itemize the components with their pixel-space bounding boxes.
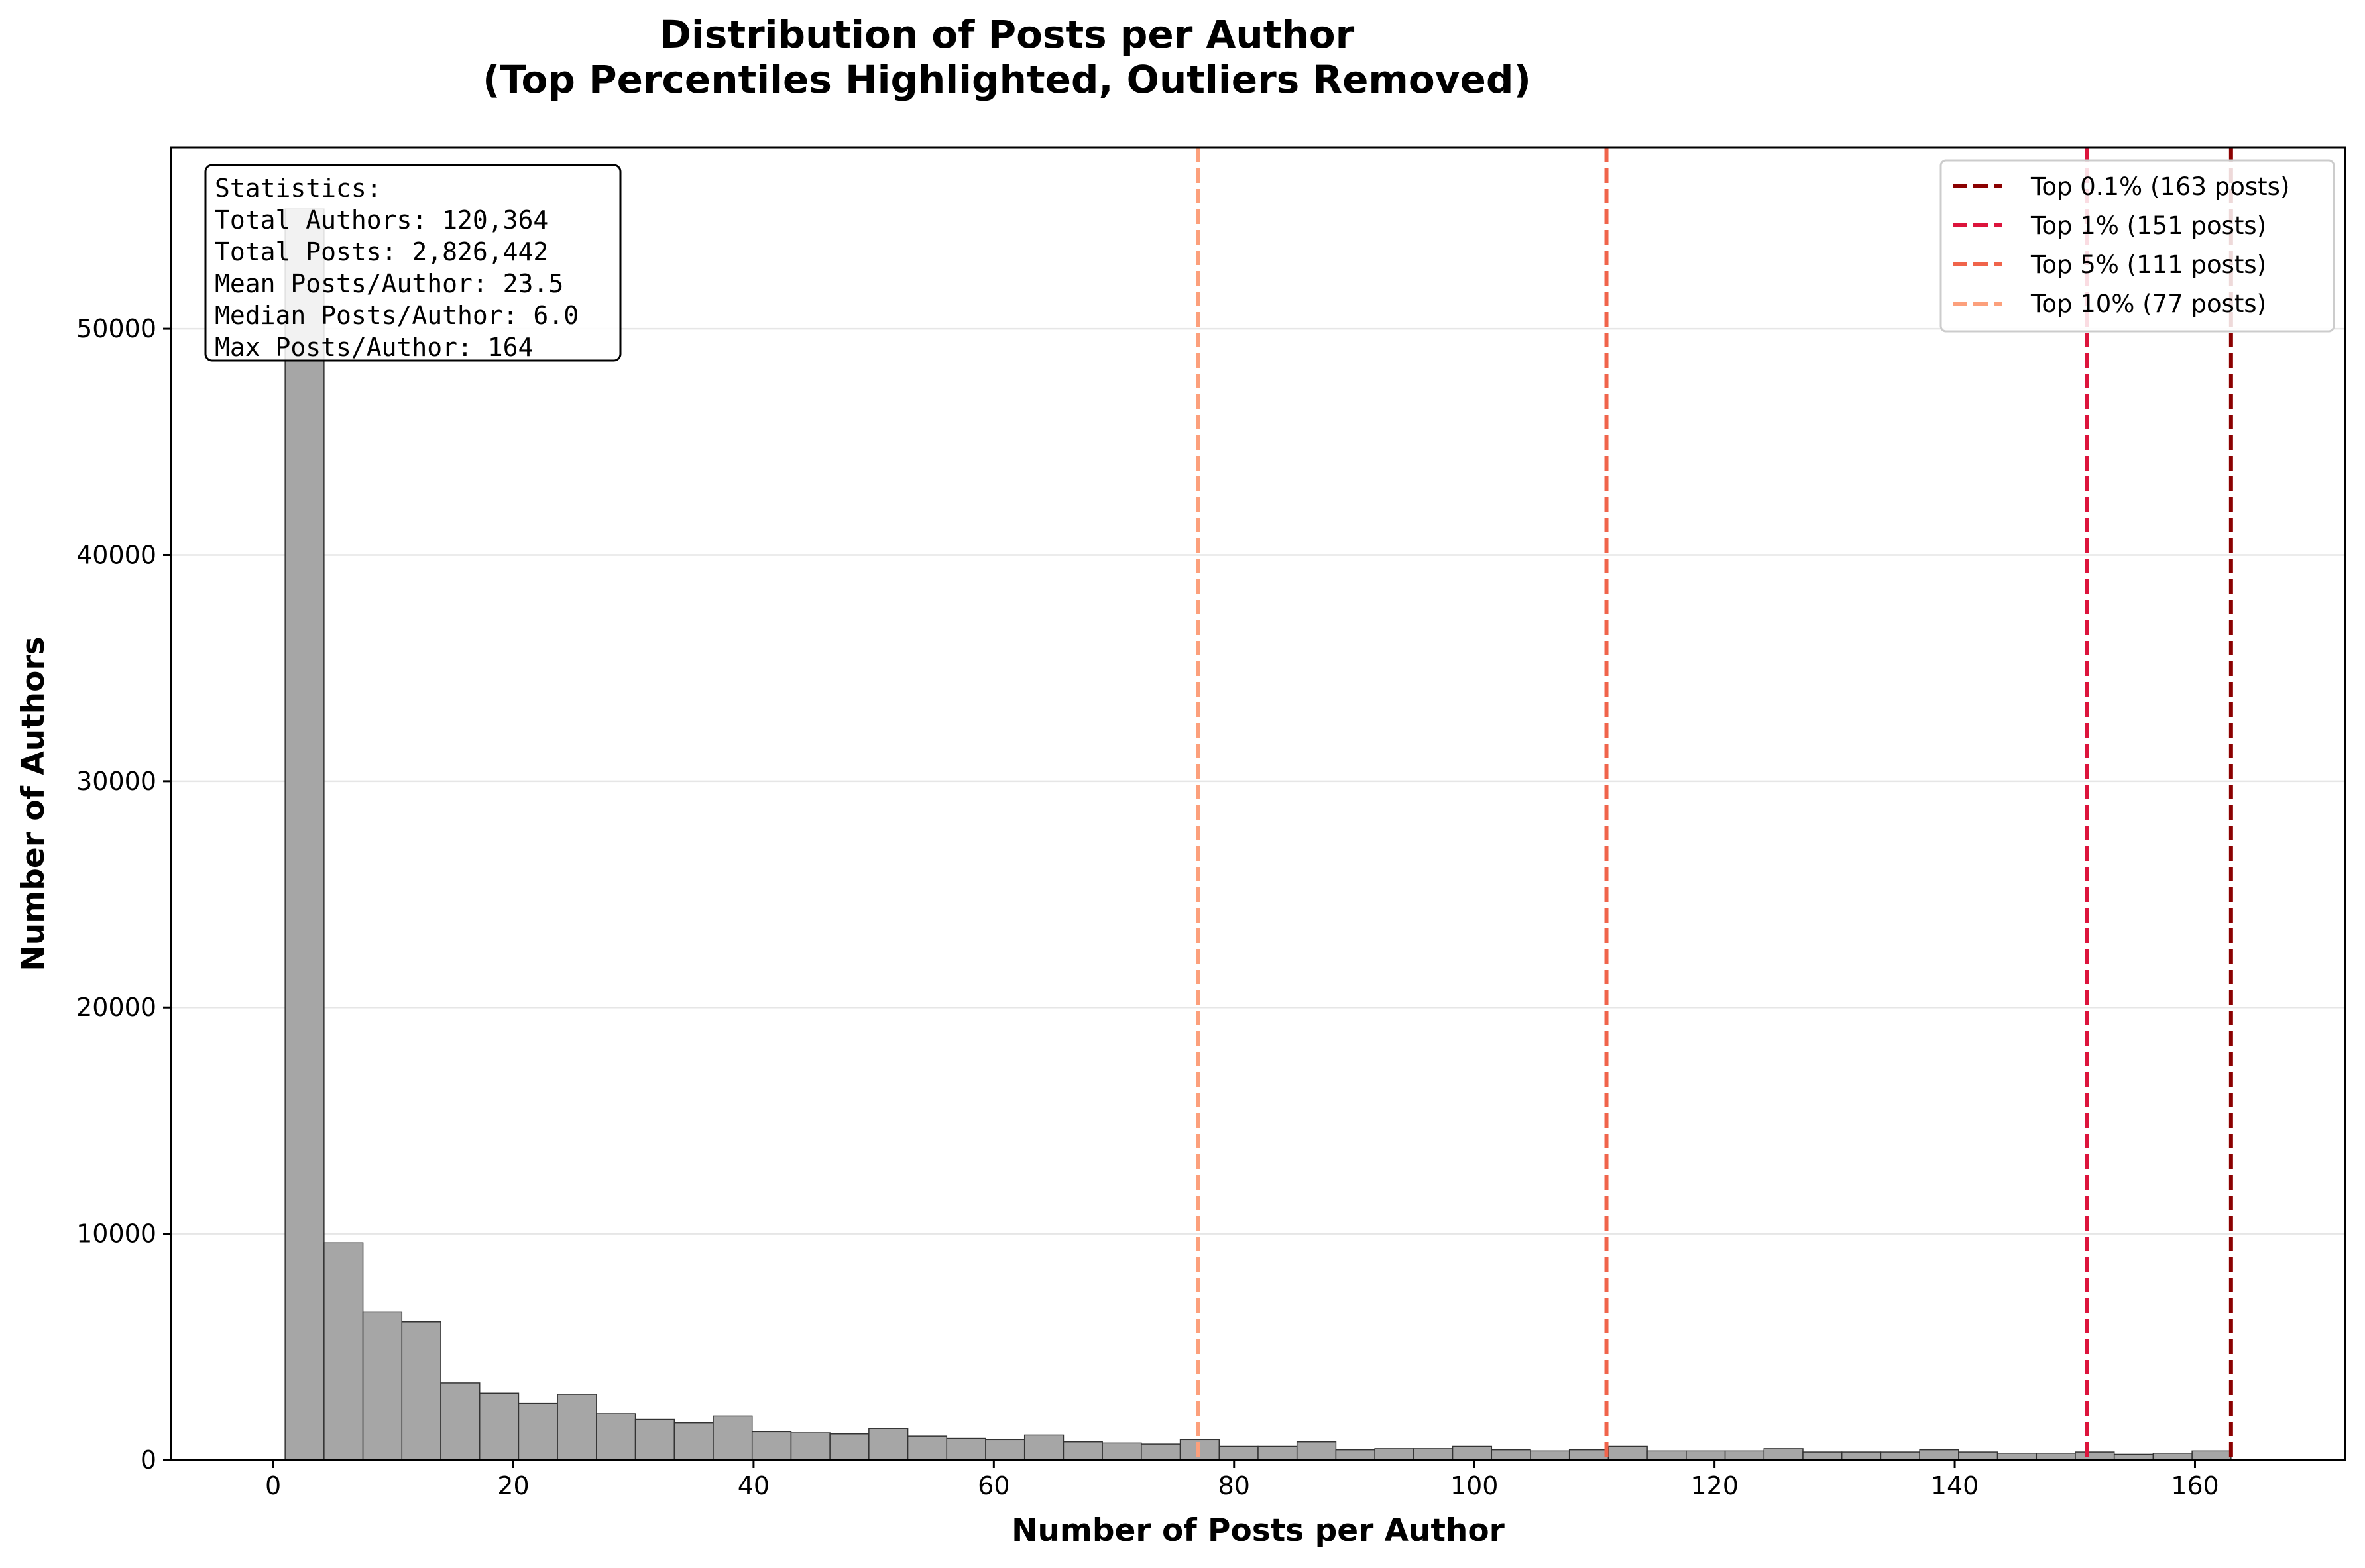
histogram-bar	[1568, 1449, 1609, 1461]
x-tick-label: 100	[1450, 1471, 1499, 1500]
histogram-bar	[1686, 1450, 1726, 1461]
y-tick-label: 40000	[76, 540, 156, 569]
histogram-bar	[1996, 1453, 2038, 1461]
histogram-bar	[1802, 1451, 1843, 1461]
y-axis-ticks: 0 10000 20000 30000 40000 50000	[76, 314, 171, 1475]
histogram-bar	[1724, 1450, 1765, 1461]
histogram-bar	[1530, 1450, 1570, 1461]
x-tick-label: 60	[978, 1471, 1009, 1500]
histogram-bar	[1958, 1451, 1998, 1461]
histogram-bar	[1919, 1449, 1959, 1461]
histogram-bar	[946, 1437, 986, 1461]
plot-frame	[170, 146, 2346, 1461]
percentile-lines	[1196, 148, 2233, 1460]
chart-title-line2: (Top Percentiles Highlighted, Outliers R…	[483, 57, 1531, 102]
histogram-bar	[440, 1382, 481, 1461]
x-tick-label: 160	[2171, 1471, 2219, 1500]
histogram-bar	[673, 1422, 714, 1461]
histogram-bar	[1880, 1451, 1920, 1461]
histogram-bar	[1335, 1449, 1375, 1461]
x-axis-label: Number of Posts per Author	[1011, 1512, 1505, 1549]
histogram-bar	[1413, 1448, 1454, 1461]
histogram-bar	[1063, 1441, 1103, 1461]
stats-line: Median Posts/Author: 6.0	[215, 301, 579, 330]
histogram-bar	[1841, 1451, 1882, 1461]
histogram-bar	[634, 1418, 675, 1461]
y-tick-label: 50000	[76, 314, 156, 343]
stats-line: Total Authors: 120,364	[215, 205, 548, 235]
histogram-bar	[790, 1432, 831, 1461]
x-tick-label: 20	[497, 1471, 529, 1500]
x-tick-label: 80	[1218, 1471, 1250, 1500]
stats-line: Max Posts/Author: 164	[215, 333, 533, 362]
legend-frame	[1939, 159, 2335, 333]
gridlines	[171, 327, 2345, 1235]
y-axis-label: Number of Authors	[15, 636, 52, 971]
histogram-bar	[1257, 1445, 1298, 1461]
histogram-bar	[1646, 1450, 1687, 1461]
histogram-bar	[751, 1431, 792, 1461]
histogram-bar	[2075, 1451, 2115, 1461]
legend-label: Top 0.1% (163 posts)	[2030, 172, 2289, 201]
histogram-bar	[2036, 1453, 2076, 1461]
y-tick-label: 0	[141, 1445, 156, 1475]
histogram-bar	[596, 1413, 636, 1461]
histogram-bar	[829, 1433, 870, 1461]
histogram-bar	[907, 1435, 948, 1461]
histogram-bar	[1023, 1434, 1065, 1461]
stats-line: Mean Posts/Author: 23.5	[215, 269, 563, 298]
histogram-bar	[1218, 1445, 1259, 1461]
histogram-bar	[2191, 1450, 2232, 1461]
histogram-bar	[1452, 1445, 1493, 1461]
histogram-bar	[1141, 1443, 1181, 1461]
x-tick-label: 120	[1690, 1471, 1739, 1500]
stats-line: Statistics:	[215, 174, 382, 203]
histogram-bar	[1491, 1449, 1531, 1461]
histogram-bar	[1296, 1441, 1337, 1461]
stats-line: Total Posts: 2,826,442	[215, 237, 548, 266]
histogram-bar	[362, 1311, 403, 1461]
histogram-bar	[868, 1428, 909, 1461]
x-axis-ticks: 0 20 40 60 80 100 120 140 160	[265, 1460, 2219, 1500]
histogram-bar	[401, 1321, 441, 1461]
histogram-bar	[479, 1392, 520, 1461]
histogram-bar	[2152, 1453, 2193, 1461]
legend-label: Top 5% (111 posts)	[2030, 251, 2266, 279]
histogram-bar	[1374, 1448, 1414, 1461]
histogram-bar	[557, 1394, 597, 1461]
x-tick-label: 40	[738, 1471, 770, 1500]
chart-title-line1: Distribution of Posts per Author	[660, 12, 1355, 57]
legend-label: Top 1% (151 posts)	[2030, 211, 2266, 240]
statistics-box: Statistics: Total Authors: 120,364 Total…	[204, 164, 622, 362]
histogram-bar	[713, 1415, 753, 1461]
histogram-bar	[323, 1242, 364, 1461]
y-tick-label: 30000	[76, 767, 156, 796]
histogram-bar	[1607, 1445, 1648, 1461]
statistics-box-frame	[204, 164, 622, 362]
y-tick-label: 20000	[76, 993, 156, 1022]
histogram-bar	[518, 1402, 558, 1461]
x-tick-label: 140	[1931, 1471, 1979, 1500]
histogram-bar	[1102, 1442, 1142, 1461]
legend-label: Top 10% (77 posts)	[2030, 290, 2266, 318]
x-tick-label: 0	[265, 1471, 281, 1500]
histogram-bar	[985, 1439, 1025, 1461]
y-tick-label: 10000	[76, 1219, 156, 1249]
histogram-bar	[1763, 1448, 1804, 1461]
histogram-bar	[284, 208, 325, 1461]
legend: Top 0.1% (163 posts) Top 1% (151 posts) …	[1939, 159, 2335, 333]
